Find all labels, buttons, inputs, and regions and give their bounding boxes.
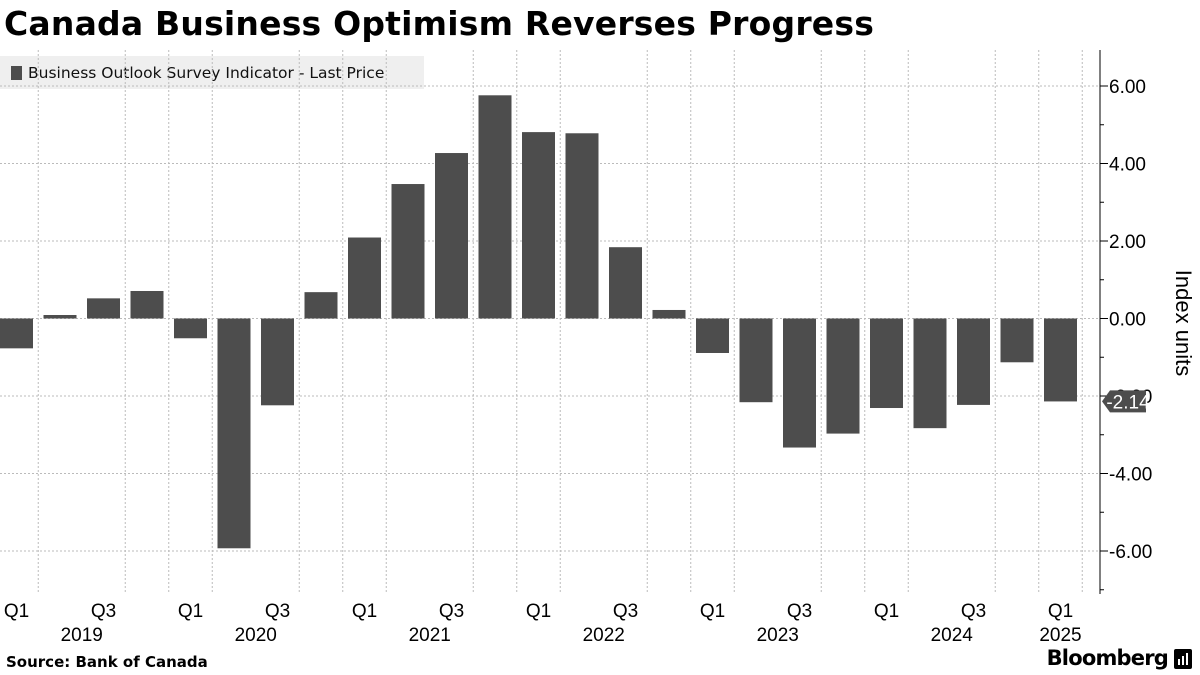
- last-value-label: -2.14: [1106, 392, 1150, 413]
- bar: [522, 132, 555, 319]
- x-tick-label: Q3: [439, 601, 464, 622]
- x-tick-label: Q3: [265, 601, 290, 622]
- bar: [609, 247, 642, 319]
- bar: [174, 318, 207, 339]
- x-tick-label: Q3: [613, 601, 638, 622]
- bar: [1000, 318, 1034, 363]
- bar: [261, 318, 294, 406]
- brand: Bloomberg: [1047, 646, 1192, 670]
- bar: [783, 318, 816, 448]
- bar: [130, 290, 164, 319]
- x-tick-label: Q1: [352, 601, 377, 622]
- bars: [0, 95, 1077, 549]
- x-tick-label: Q1: [178, 601, 203, 622]
- y-tick-label: -6.00: [1109, 542, 1152, 563]
- bar: [696, 318, 729, 353]
- bar: [217, 318, 251, 549]
- chart-title: Canada Business Optimism Reverses Progre…: [4, 4, 875, 43]
- x-year-label: 2023: [757, 625, 799, 646]
- bar: [957, 318, 990, 405]
- x-year-label: 2019: [61, 625, 103, 646]
- bar: [304, 292, 338, 319]
- bar: [739, 318, 773, 403]
- bar: [0, 318, 33, 349]
- source-note: Source: Bank of Canada: [6, 653, 208, 671]
- y-tick-label: -4.00: [1109, 465, 1152, 486]
- brand-name: Bloomberg: [1046, 646, 1169, 670]
- x-year-label: 2025: [1039, 625, 1081, 646]
- y-tick-label: 2.00: [1109, 232, 1146, 253]
- bar: [826, 318, 860, 434]
- x-tick-label: Q3: [787, 601, 812, 622]
- legend: Business Outlook Survey Indicator - Last…: [0, 56, 424, 89]
- legend-label: Business Outlook Survey Indicator - Last…: [28, 63, 385, 82]
- bar: [435, 153, 468, 319]
- bar: [1044, 318, 1077, 402]
- x-year-label: 2020: [235, 625, 277, 646]
- x-year-label: 2022: [583, 625, 625, 646]
- y-axis-label: Index units: [1171, 270, 1196, 376]
- x-axis-labels: Q1 Q3 Q1 Q3 Q1 Q3 Q1 Q3 Q1 Q3 Q1 Q3 Q1 2019 2020 2021 20…: [4, 601, 1082, 646]
- x-tick-label: Q1: [700, 601, 725, 622]
- x-tick-label: Q3: [961, 601, 986, 622]
- x-tick-label: Q1: [526, 601, 551, 622]
- last-value-badge: -2.14: [1102, 390, 1150, 413]
- bar: [870, 318, 903, 409]
- bloomberg-terminal-icon: [1174, 649, 1192, 669]
- x-year-label: 2021: [409, 625, 451, 646]
- legend-swatch: [11, 65, 22, 80]
- x-year-label: 2024: [931, 625, 974, 646]
- bar: [478, 95, 512, 319]
- x-tick-label: Q1: [4, 601, 29, 622]
- bar: [43, 315, 77, 319]
- y-tick-label: 0.00: [1109, 310, 1146, 331]
- y-tick-label: 4.00: [1109, 155, 1146, 176]
- y-axis: 6.004.002.000.00-2.00-4.00-6.00: [1099, 50, 1152, 594]
- bar: [87, 298, 120, 319]
- bar: [913, 318, 947, 429]
- x-tick-label: Q1: [1048, 601, 1073, 622]
- bar: [565, 133, 599, 319]
- last-value-marker: [1102, 390, 1146, 413]
- bar: [652, 309, 686, 319]
- y-tick-label: 6.00: [1109, 77, 1146, 98]
- bar: [391, 184, 425, 319]
- x-tick-label: Q3: [91, 601, 116, 622]
- x-tick-label: Q1: [874, 601, 899, 622]
- bar: [348, 237, 381, 319]
